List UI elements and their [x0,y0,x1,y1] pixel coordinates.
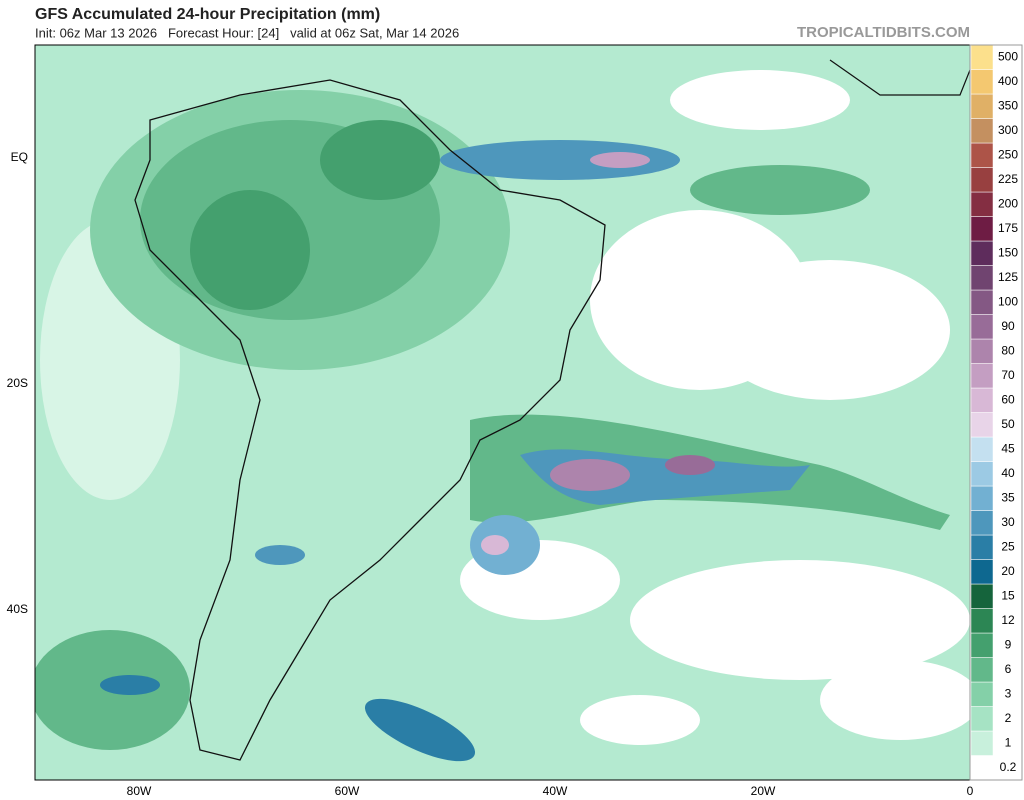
colorbar-label: 80 [1001,343,1015,357]
colorbar-label: 300 [998,123,1018,137]
colorbar-cell [970,485,994,511]
colorbar-label: 225 [998,172,1018,186]
coordinate-labels: EQ 20S 40S 80W 60W 40W 20W 0 [7,150,974,798]
colorbar-cell [970,387,994,413]
colorbar-cell [970,93,994,119]
colorbar-label: 12 [1001,613,1015,627]
lon-label: 60W [335,784,360,798]
colorbar-cell [970,69,994,95]
colorbar-frame [969,44,1023,781]
colorbar-label: 125 [998,270,1018,284]
colorbar-cell [970,436,994,462]
colorbar-cell [970,730,994,756]
lat-label: 20S [7,376,28,390]
colorbar-label: 200 [998,196,1018,210]
colorbar-label: 150 [998,245,1018,259]
colorbar-label: 350 [998,98,1018,112]
colorbar-label: 40 [1001,466,1015,480]
colorbar-label: 175 [998,221,1018,235]
colorbar-cell [970,559,994,585]
colorbar-label: 400 [998,74,1018,88]
lon-label: 20W [751,784,776,798]
lat-label: EQ [11,150,28,164]
colorbar-cell [970,583,994,609]
colorbar-label: 1 [1005,735,1012,749]
colorbar-label: 250 [998,147,1018,161]
colorbar-label: 25 [1001,539,1015,553]
colorbar-cell [970,44,994,70]
colorbar-cell [970,142,994,168]
subtitle: Init: 06z Mar 13 2026 Forecast Hour: [24… [35,25,459,40]
lon-label: 0 [967,784,974,798]
colorbar-label: 20 [1001,564,1015,578]
colorbar-label: 45 [1001,441,1015,455]
colorbar-label: 9 [1005,637,1012,651]
lon-label: 40W [543,784,568,798]
colorbar-cell [970,265,994,291]
colorbar-label: 90 [1001,319,1015,333]
colorbar-cell [970,314,994,340]
colorbar-cell [970,412,994,438]
colorbar-label: 70 [1001,368,1015,382]
lon-label: 80W [127,784,152,798]
colorbar-label: 2 [1005,711,1012,725]
colorbar-cell [970,167,994,193]
colorbar-cell [970,363,994,389]
colorbar-cell [970,706,994,732]
colorbar-label: 60 [1001,392,1015,406]
colorbar-cell [970,608,994,634]
colorbar-cell [970,657,994,683]
colorbar-cell [970,240,994,266]
colorbar-label: 0.2 [1000,760,1017,774]
colorbar-cell [970,632,994,658]
colorbar-label: 15 [1001,588,1015,602]
colorbar-cell [970,681,994,707]
colorbar-cell [970,534,994,560]
colorbar-cell [970,289,994,315]
colorbar-cell [970,216,994,242]
colorbar-label: 35 [1001,490,1015,504]
lat-label: 40S [7,602,28,616]
colorbar-cell [970,118,994,144]
brand: TROPICALTIDBITS.COM [797,24,970,41]
colorbar-cell [970,755,994,781]
colorbar-label: 100 [998,294,1018,308]
colorbar-label: 500 [998,49,1018,63]
colorbar-cell [970,191,994,217]
colorbar-label: 50 [1001,417,1015,431]
map [35,45,970,780]
colorbar-label: 30 [1001,515,1015,529]
colorbar-cell [970,510,994,536]
colorbar: 0.21236912152025303540455060708090100125… [969,44,1023,781]
colorbar-label: 6 [1005,662,1012,676]
title: GFS Accumulated 24-hour Precipitation (m… [35,6,380,23]
colorbar-label: 3 [1005,686,1012,700]
colorbar-cell [970,461,994,487]
colorbar-cell [970,338,994,364]
